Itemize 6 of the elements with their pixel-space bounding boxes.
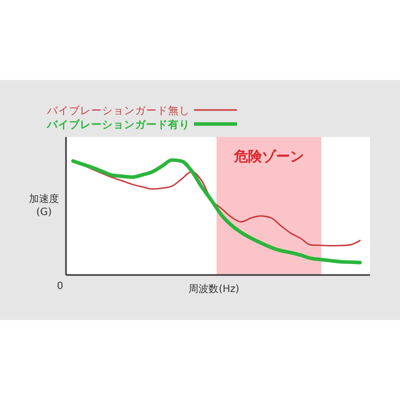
- legend-label: バイブレーションガード無し: [46, 104, 190, 117]
- legend-label: バイブレーションガード有り: [46, 118, 190, 131]
- text: 0: [56, 281, 64, 292]
- y-axis-title: 加速度 (G): [29, 193, 59, 218]
- x-axis-title: 周波数(Hz): [188, 283, 240, 295]
- annotation: 危険ゾーン: [232, 149, 304, 165]
